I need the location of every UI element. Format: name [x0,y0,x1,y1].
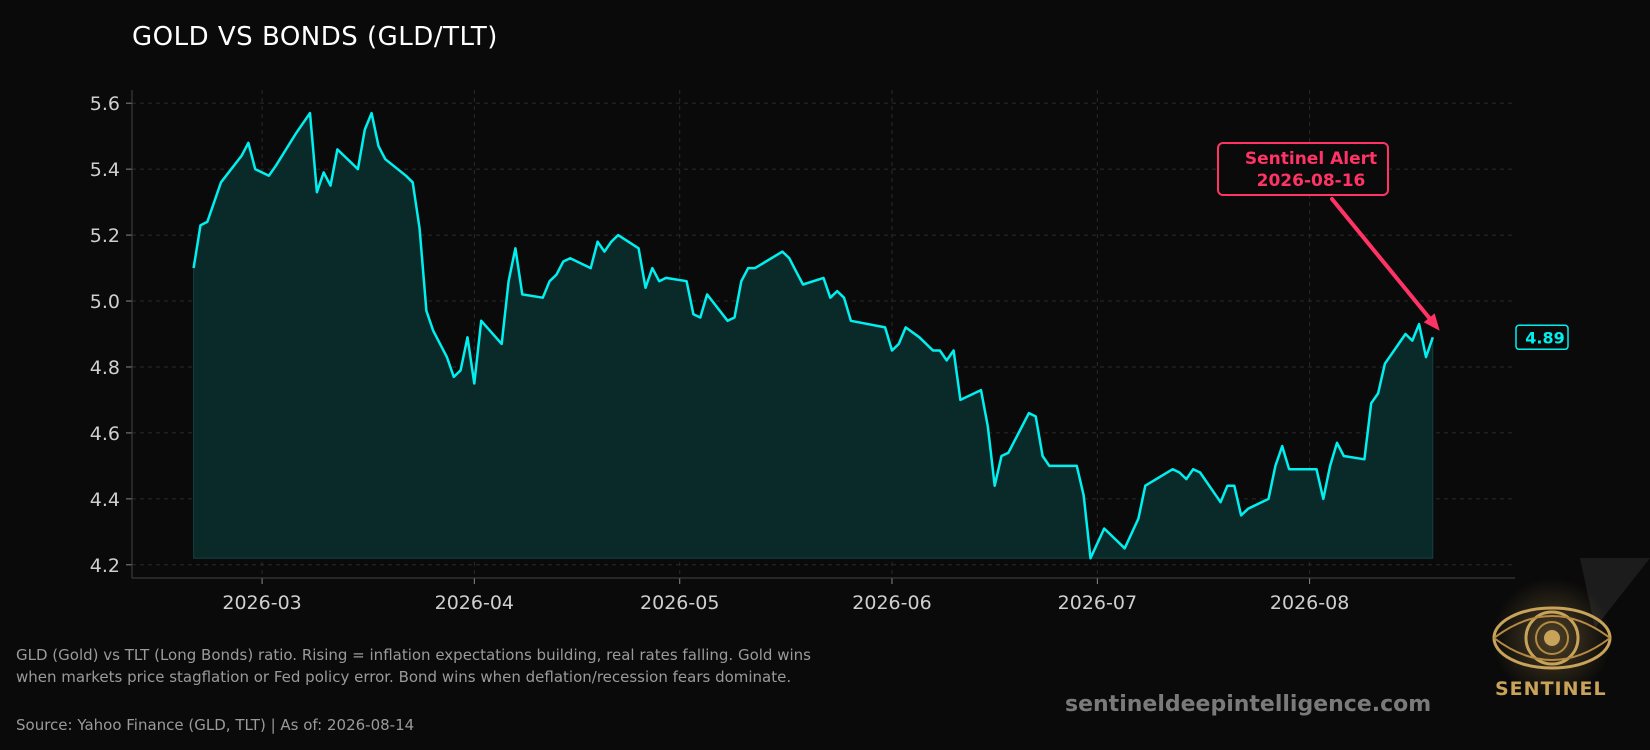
y-tick-label: 5.2 [90,225,120,247]
y-tick-label: 4.6 [90,423,120,445]
eye-icon [1492,558,1650,698]
alert-arrow-head [1423,313,1440,331]
alert-label: Sentinel Alert [1245,149,1377,169]
y-tick-label: 4.4 [90,489,120,511]
alert-arrow-shaft [1330,197,1433,322]
chart-caption: GLD (Gold) vs TLT (Long Bonds) ratio. Ri… [16,646,811,686]
y-tick-label: 4.2 [90,555,120,577]
y-tick-label: 4.8 [90,357,120,379]
x-tick-label: 2026-08 [1270,592,1349,614]
y-tick-label: 5.0 [90,291,120,313]
alert-date: 2026-08-16 [1257,171,1366,191]
last-value-box [1515,324,1569,351]
chart-title: GOLD VS BONDS (GLD/TLT) [132,22,498,52]
watermark-url: sentineldeepintelligence.com [1065,692,1432,717]
y-tick-label: 5.6 [90,93,120,115]
alert-box [1217,142,1389,196]
x-tick-label: 2026-05 [640,592,719,614]
last-value-badge: 4.89 [1515,324,1569,351]
axes: 4.2 4.4 4.6 4.8 5.0 5.2 5.4 5.6 2026-03 2026-04 20… [90,90,1515,614]
x-tick-label: 2026-03 [222,592,301,614]
y-tick-label: 5.4 [90,159,120,181]
series-line-gld-tlt [192,111,1434,560]
x-tick-label: 2026-06 [852,592,931,614]
logo-wordmark: SENTINEL [1495,678,1607,700]
last-value-label: 4.89 [1525,328,1564,347]
x-tick-label: 2026-04 [435,592,514,614]
source-note: Source: Yahoo Finance (GLD, TLT) | As of… [16,716,415,734]
x-tick-label: 2026-07 [1058,592,1137,614]
